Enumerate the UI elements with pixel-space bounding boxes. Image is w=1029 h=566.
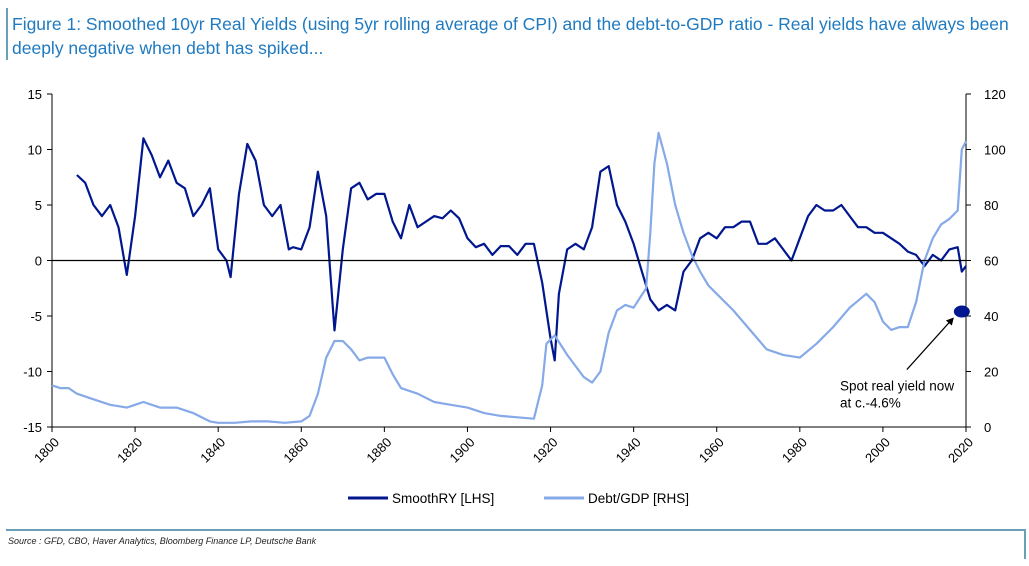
frame xyxy=(6,529,1026,531)
frame xyxy=(6,8,8,60)
annotation-text: at c.-4.6% xyxy=(840,396,901,411)
frame xyxy=(1024,529,1026,559)
y-tick-label: 15 xyxy=(28,87,42,102)
x-tick-label: 1940 xyxy=(613,435,644,466)
annotation-arrow xyxy=(906,319,953,370)
x-tick-label: 2000 xyxy=(862,435,893,466)
legend-label: SmoothRY [LHS] xyxy=(392,491,494,506)
y-tick-label: -15 xyxy=(23,420,42,435)
x-tick-label: 1920 xyxy=(530,435,561,466)
y2-tick-label: 20 xyxy=(984,365,998,380)
x-tick-label: 1860 xyxy=(280,435,311,466)
y-tick-label: 0 xyxy=(35,254,42,269)
source-note: Source : GFD, CBO, Haver Analytics, Bloo… xyxy=(8,536,317,546)
chart-title: Figure 1: Smoothed 10yr Real Yields (usi… xyxy=(12,14,1009,58)
series-line xyxy=(76,137,967,362)
y2-tick-label: 100 xyxy=(984,143,1006,158)
spot-marker xyxy=(953,305,970,318)
y-tick-label: -5 xyxy=(30,309,42,324)
x-tick-label: 1960 xyxy=(696,435,727,466)
y2-tick-label: 0 xyxy=(984,420,991,435)
series-line xyxy=(51,131,967,424)
y-tick-label: 5 xyxy=(35,198,42,213)
y2-tick-label: 40 xyxy=(984,309,998,324)
x-tick-label: 1840 xyxy=(197,435,228,466)
y2-tick-label: 80 xyxy=(984,198,998,213)
arrow-head xyxy=(945,317,954,326)
y-tick-label: 10 xyxy=(28,143,42,158)
x-tick-label: 1880 xyxy=(363,435,394,466)
annotation-text: Spot real yield now xyxy=(840,379,954,394)
x-tick-label: 1800 xyxy=(31,435,62,466)
y2-tick-label: 120 xyxy=(984,87,1006,102)
x-tick-label: 2020 xyxy=(945,435,976,466)
y2-tick-label: 60 xyxy=(984,254,998,269)
x-tick-label: 1900 xyxy=(447,435,478,466)
y-tick-label: -10 xyxy=(23,365,42,380)
legend-label: Debt/GDP [RHS] xyxy=(588,491,689,506)
x-tick-label: 1980 xyxy=(779,435,810,466)
x-tick-label: 1820 xyxy=(114,435,145,466)
